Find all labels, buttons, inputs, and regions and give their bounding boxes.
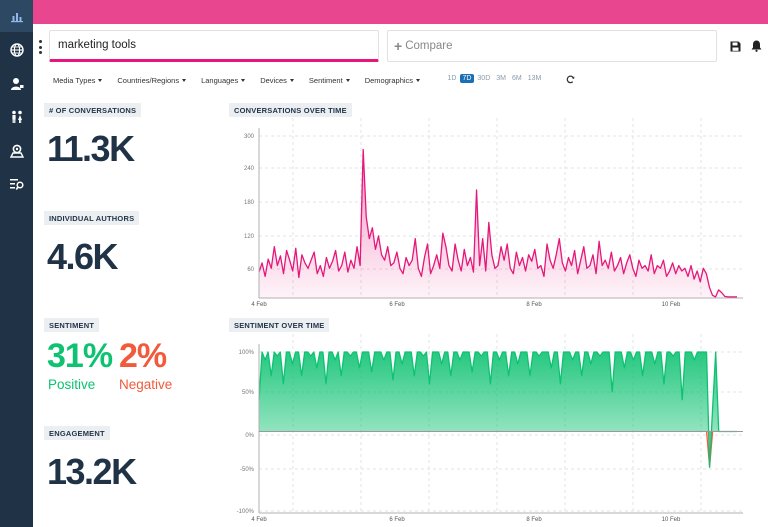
y-tick-label: 180 [244,200,255,206]
series-line [258,148,737,298]
range-13m[interactable]: 13M [527,75,542,82]
compare-input[interactable]: + Compare [387,30,717,62]
sentiment-positive-value: 31% [47,337,113,375]
engagement-label: ENGAGEMENT [44,426,110,440]
range-1d[interactable]: 1D [447,75,457,82]
conversations-over-time-chart: 60 120 180 240 300 4 Feb 6 Feb 8 Feb 10 Feb [244,118,743,308]
location-pin-icon [9,144,24,158]
authors-label: INDIVIDUAL AUTHORS [44,211,140,225]
range-3m[interactable]: 3M [496,75,506,82]
date-range-selector: 1D 7D 30D 3M 6M 13M [445,74,545,83]
chevron-down-icon [98,78,103,82]
range-30d[interactable]: 30D [477,75,491,82]
x-tick-label: 8 Feb [526,517,542,523]
y-tick-label: 100% [239,350,255,356]
refresh-icon[interactable] [566,75,575,84]
y-tick-label: 0% [245,433,254,439]
globe-icon [9,43,24,57]
sidebar-item-authors[interactable] [0,68,33,100]
series-area [259,149,737,298]
conversations-chart-title: CONVERSATIONS OVER TIME [229,103,352,117]
plus-icon: + [394,38,403,54]
filter-media-types[interactable]: Media Types [53,76,103,85]
x-tick-label: 8 Feb [526,302,542,308]
range-6m[interactable]: 6M [511,75,522,82]
people-icon [11,110,22,123]
bell-icon[interactable] [751,40,762,52]
filter-demographics[interactable]: Demographics [365,76,421,85]
sentiment-over-time-chart: 100% 50% 0% -50% -100% 4 Feb 6 Feb 8 Feb 10 Feb [237,334,743,523]
sidebar [0,0,33,527]
sidebar-item-mentions[interactable] [0,168,33,200]
series-line [258,351,737,468]
sentiment-negative-value: 2% [119,337,167,375]
sidebar-item-demographics[interactable] [0,101,33,133]
x-tick-label: 6 Feb [389,517,405,523]
x-tick-label: 4 Feb [251,302,267,308]
filter-bar: Media Types Countries/Regions Languages … [53,70,435,90]
x-tick-label: 6 Feb [389,302,405,308]
top-banner [33,0,768,24]
y-tick-label: 50% [242,390,255,396]
sentiment-label: SENTIMENT [44,318,100,332]
x-tick-label: 10 Feb [662,517,681,523]
x-tick-label: 10 Feb [662,302,681,308]
chevron-down-icon [182,78,187,82]
conversations-value: 11.3K [47,128,135,169]
sidebar-item-geography[interactable] [0,34,33,66]
user-icon [10,78,23,90]
sentiment-chart-title: SENTIMENT OVER TIME [229,318,330,332]
sidebar-item-locations[interactable] [0,135,33,167]
y-tick-label: 240 [244,166,255,172]
sidebar-item-dashboard[interactable] [0,0,33,32]
authors-value: 4.6K [47,236,119,277]
search-box[interactable] [49,30,379,62]
chevron-down-icon [416,78,421,82]
chevron-down-icon [289,78,294,82]
engagement-value: 13.2K [47,451,137,492]
y-tick-label: -50% [240,467,255,473]
y-tick-label: -100% [237,509,255,515]
chevron-down-icon [241,78,246,82]
bar-chart-icon [10,13,23,23]
compare-placeholder: Compare [405,40,453,52]
search-list-icon [9,179,24,190]
series-area [259,352,737,468]
search-row: + Compare [33,24,768,68]
save-icon[interactable] [730,41,741,52]
filter-languages[interactable]: Languages [201,76,246,85]
filter-sentiment[interactable]: Sentiment [309,76,350,85]
filter-countries-regions[interactable]: Countries/Regions [117,76,187,85]
x-tick-label: 4 Feb [251,517,267,523]
range-7d[interactable]: 7D [459,74,474,83]
sentiment-positive-label: Positive [48,377,96,392]
y-tick-label: 120 [244,234,255,240]
sentiment-negative-label: Negative [119,377,173,392]
filter-devices[interactable]: Devices [260,76,294,85]
conversations-label: # OF CONVERSATIONS [44,103,142,117]
y-tick-label: 60 [247,267,254,273]
more-menu-icon[interactable] [37,40,43,54]
y-tick-label: 300 [244,134,255,140]
search-input[interactable] [50,31,378,59]
chevron-down-icon [345,78,350,82]
